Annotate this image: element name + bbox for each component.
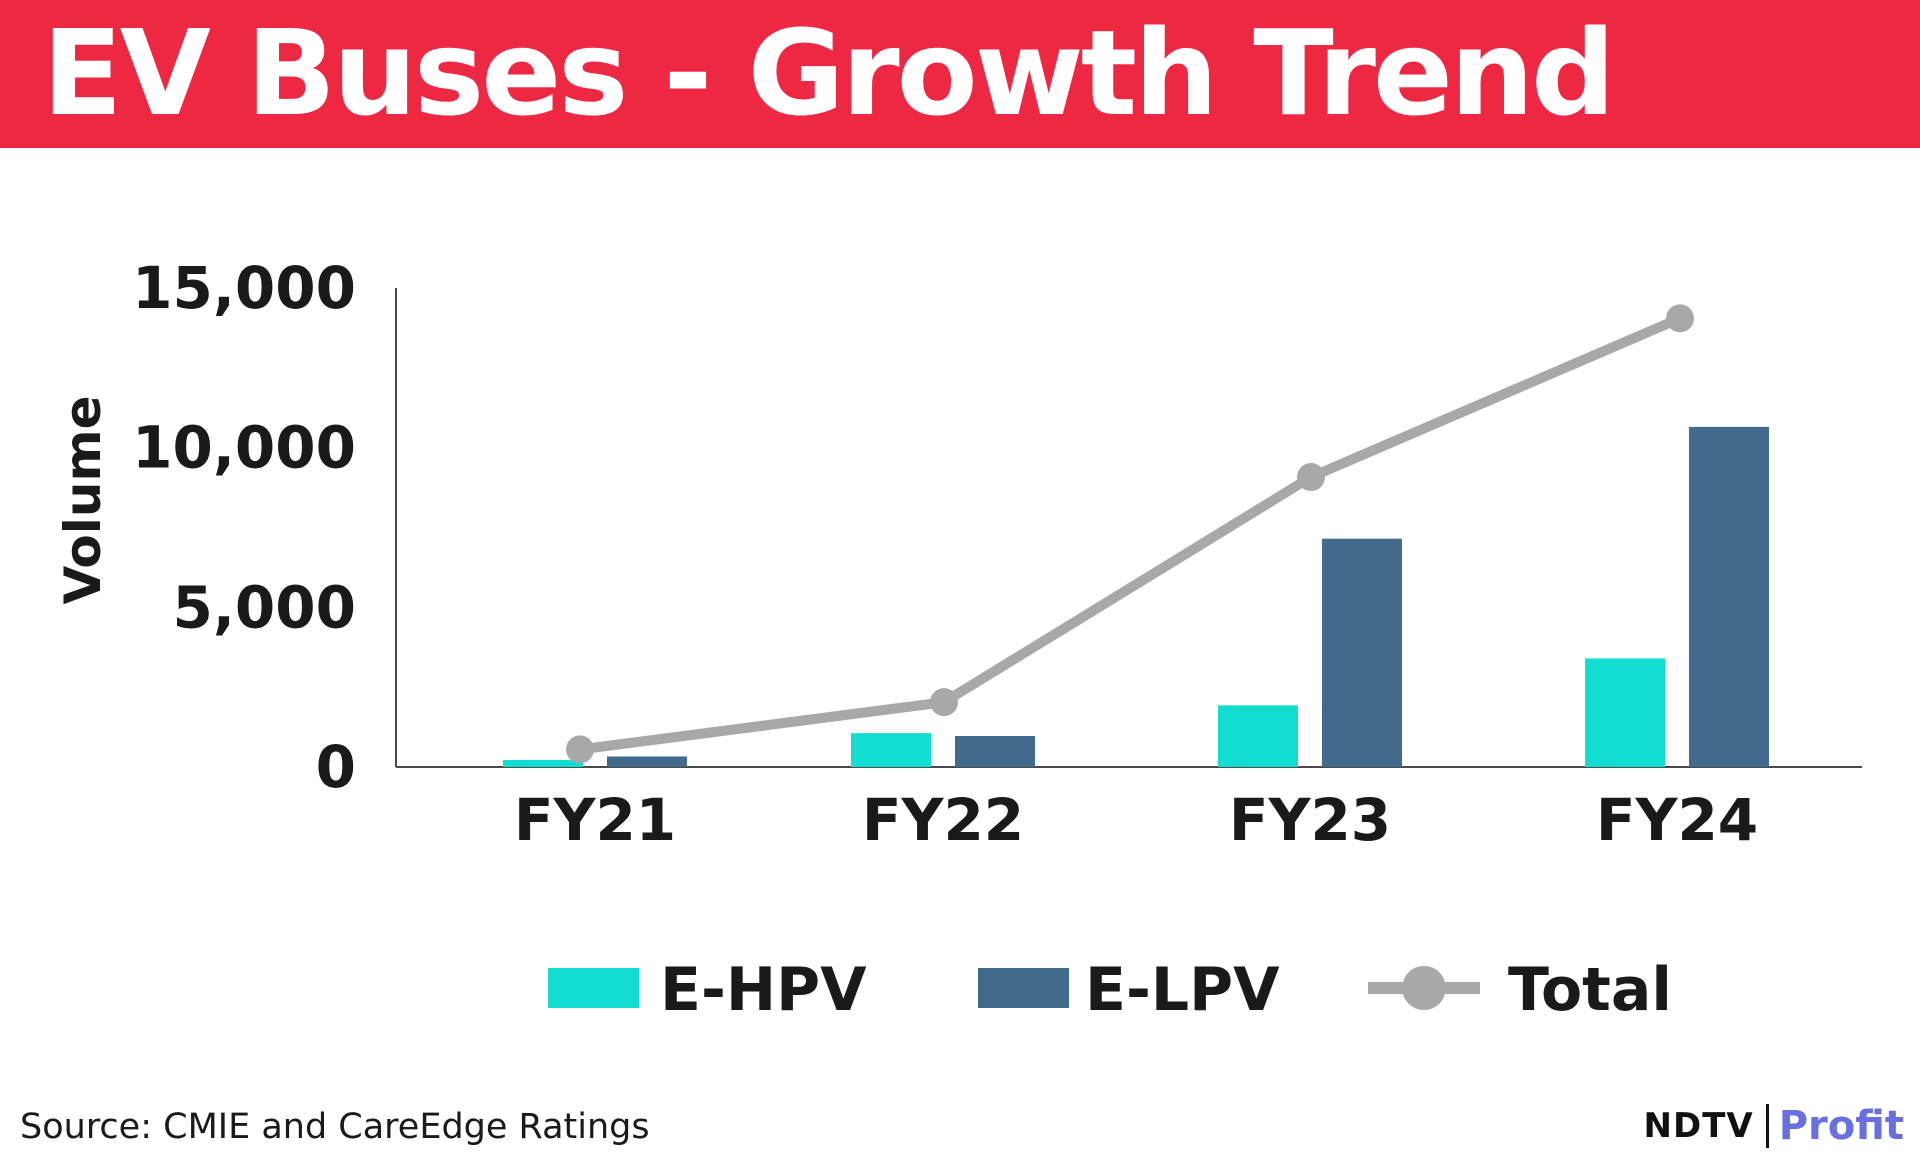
bar-e-lpv-fy23	[1322, 538, 1402, 767]
legend-swatch-e-hpv	[548, 968, 639, 1008]
y-tick-label: 15,000	[132, 254, 356, 322]
x-tick-label-fy24: FY24	[1596, 786, 1758, 854]
legend: E-HPV E-LPV Total	[548, 955, 1672, 1025]
source-note: Source: CMIE and CareEdge Ratings	[20, 1107, 650, 1147]
bar-e-hpv-fy23	[1218, 705, 1298, 767]
bar-e-lpv-fy22	[955, 736, 1035, 767]
y-ticks: 0 5,000 10,000 15,000	[132, 254, 356, 801]
title-banner: EV Buses - Growth Trend	[0, 0, 1920, 148]
bar-e-hpv-fy24	[1585, 658, 1665, 767]
total-point-fy23	[1297, 463, 1325, 492]
bar-e-lpv-fy24	[1689, 426, 1769, 767]
legend-label-e-hpv: E-HPV	[660, 955, 867, 1025]
legend-swatch-e-lpv	[978, 968, 1069, 1008]
y-axis-label: Volume	[54, 395, 112, 604]
total-point-fy21	[566, 735, 594, 764]
total-point-fy24	[1666, 304, 1694, 333]
y-tick-label: 0	[316, 733, 356, 801]
brand-separator	[1765, 1104, 1769, 1148]
legend-swatch-total-marker	[1402, 966, 1446, 1010]
page-title: EV Buses - Growth Trend	[42, 4, 1615, 142]
x-tick-label-fy23: FY23	[1229, 786, 1391, 854]
brand-ndtv-text: NDTV	[1643, 1106, 1754, 1146]
brand-logo: NDTV Profit	[1644, 1100, 1904, 1152]
bar-e-hpv-fy21	[503, 759, 583, 767]
x-tick-label-fy21: FY21	[514, 786, 676, 854]
total-series-line	[579, 313, 1682, 755]
bar-e-hpv-fy22	[851, 733, 931, 767]
y-tick-label: 10,000	[132, 414, 356, 482]
x-tick-label-fy22: FY22	[862, 786, 1024, 854]
x-tick-labels: FY21 FY22 FY23 FY24	[514, 786, 1758, 854]
y-tick-label: 5,000	[173, 573, 356, 641]
bar-e-lpv-fy21	[607, 756, 687, 767]
total-point-fy22	[930, 688, 958, 717]
bars	[503, 426, 1769, 767]
brand-profit-text: Profit	[1778, 1103, 1904, 1149]
total-line	[566, 304, 1694, 764]
legend-label-total: Total	[1508, 955, 1672, 1025]
legend-label-e-lpv: E-LPV	[1085, 955, 1280, 1025]
